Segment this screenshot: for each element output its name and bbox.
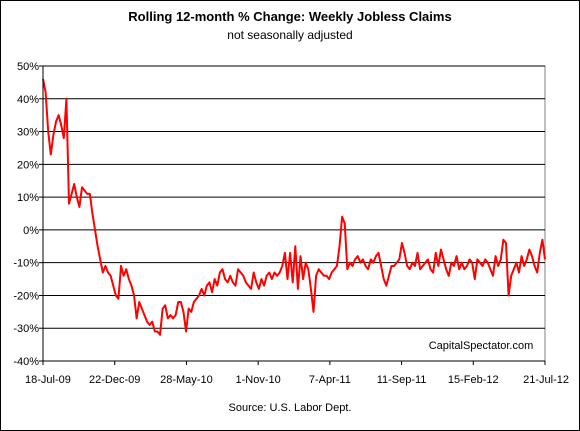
y-tick-label: 30% (17, 127, 39, 139)
watermark: CapitalSpectator.com (429, 340, 534, 352)
y-tick-label: 40% (17, 94, 39, 106)
chart-source: Source: U.S. Labor Dept. (228, 402, 352, 414)
y-tick-label: 0% (23, 225, 39, 237)
x-tick-label: 1-Nov-10 (236, 374, 281, 386)
chart-title: Rolling 12-month % Change: Weekly Jobles… (128, 9, 452, 24)
x-axis-ticks: 18-Jul-09 22-Dec-09 28-May-10 1-Nov-10 7-Apr… (25, 361, 569, 386)
y-tick-label: 50% (17, 61, 39, 73)
y-tick-label: -10% (13, 258, 39, 270)
x-tick-label: 18-Jul-09 (25, 374, 71, 386)
y-tick-label: -40% (13, 356, 39, 368)
x-tick-label: 7-Apr-11 (309, 374, 351, 386)
x-tick-label: 28-May-10 (160, 374, 213, 386)
y-tick-label: -30% (13, 323, 39, 335)
x-tick-label: 21-Jul-12 (523, 374, 569, 386)
plot-area (42, 65, 546, 362)
series-layer (42, 78, 546, 336)
chart-subtitle: not seasonally adjusted (227, 28, 353, 42)
gridlines (43, 65, 545, 329)
x-tick-label: 22-Dec-09 (89, 374, 140, 386)
watermark-box (420, 335, 542, 355)
y-tick-label: -20% (13, 290, 39, 302)
x-tick-label: 11-Sep-11 (377, 374, 427, 386)
y-tick-label: 20% (17, 159, 39, 171)
series-line (42, 78, 546, 336)
x-tick-label: 15-Feb-12 (448, 374, 499, 386)
y-axis-ticks: 50% 40% 30% 20% 10% 0% -10% -20% -30% -40% (13, 61, 43, 368)
y-tick-label: 10% (17, 192, 39, 204)
